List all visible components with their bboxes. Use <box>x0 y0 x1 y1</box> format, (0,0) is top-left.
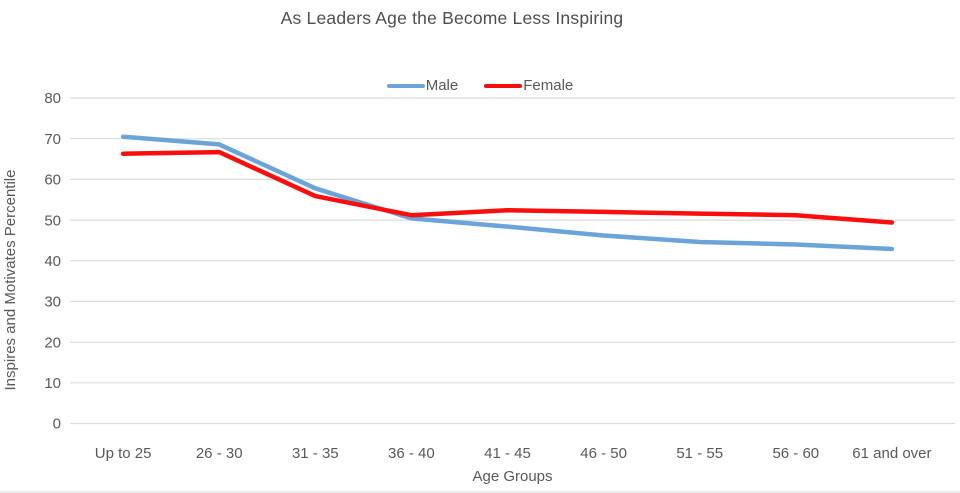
x-tick-label: Up to 25 <box>95 445 152 462</box>
x-tick-label: 36 - 40 <box>388 445 435 462</box>
x-tick-label: 41 - 45 <box>484 445 531 462</box>
legend-swatch-female <box>484 83 523 88</box>
series-line-male <box>120 134 895 252</box>
legend-item-female: Female <box>484 77 573 94</box>
series-line-female <box>120 149 895 225</box>
x-tick-label: 56 - 60 <box>772 445 819 462</box>
y-tick-label: 20 <box>44 334 61 351</box>
x-tick-label: 26 - 30 <box>196 445 243 462</box>
legend: Male Female <box>0 77 960 94</box>
legend-swatch-male <box>386 83 425 88</box>
x-tick-label: 31 - 35 <box>292 445 339 462</box>
y-tick-label: 0 <box>53 416 61 433</box>
y-tick-label: 30 <box>44 294 61 311</box>
x-tick-label: 61 and over <box>852 445 931 462</box>
y-axis-title: Inspires and Motivates Percentile <box>2 169 19 391</box>
y-tick-label: 40 <box>44 253 61 270</box>
y-tick-label: 60 <box>44 172 61 189</box>
y-tick-label: 50 <box>44 212 61 229</box>
legend-label-female: Female <box>523 77 574 94</box>
y-tick-label: 70 <box>44 131 61 148</box>
x-tick-label: 51 - 55 <box>676 445 723 462</box>
y-tick-label: 10 <box>44 375 61 392</box>
legend-item-male: Male <box>386 77 459 94</box>
x-axis-title: Age Groups <box>472 468 553 485</box>
y-tick-label: 80 <box>44 90 61 107</box>
legend-label-male: Male <box>425 77 459 94</box>
x-tick-label: 46 - 50 <box>580 445 627 462</box>
chart-title: As Leaders Age the Become Less Inspiring <box>280 8 624 28</box>
